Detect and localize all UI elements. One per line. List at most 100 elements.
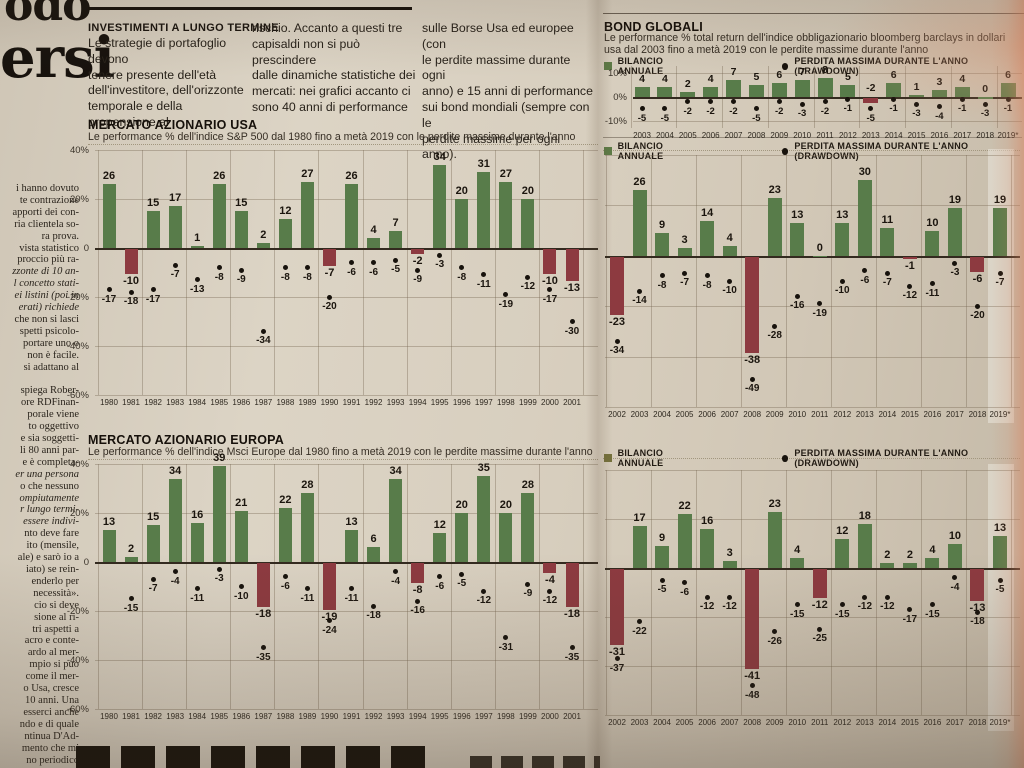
bar <box>190 522 204 562</box>
drawdown-dot <box>393 569 399 575</box>
bar <box>909 94 924 97</box>
bar <box>433 532 447 562</box>
bar-value-label: -38 <box>744 353 761 366</box>
drawdown-dot <box>194 586 200 592</box>
drawdown-dot <box>952 575 958 581</box>
left-column-text: i hanno dovuto te contrazione apporti dei … <box>0 183 79 768</box>
gridline-horizontal <box>605 715 1020 716</box>
y-axis-tick-label: 20% <box>69 508 89 519</box>
bar-value-label: 12 <box>279 204 292 217</box>
bar <box>278 508 292 562</box>
bar-value-label: 15 <box>146 511 160 524</box>
drawdown-value-label: -11 <box>925 287 940 299</box>
bar-value-label: 28 <box>521 479 535 492</box>
cropped-headline-fragment-top: odo <box>4 0 91 31</box>
y-axis-tick-label: 0% <box>613 92 627 103</box>
bar-value-label: 14 <box>700 206 714 219</box>
cropped-headline-band <box>76 746 428 768</box>
bar-value-label: 21 <box>235 496 248 509</box>
bar-value-label: 19 <box>948 193 962 206</box>
drawdown-dot <box>569 645 575 651</box>
drawdown-value-label: -15 <box>925 608 940 620</box>
drawdown-dot <box>862 594 868 600</box>
drawdown-value-label: -34 <box>256 335 271 347</box>
drawdown-dot <box>282 574 288 580</box>
left-column-line: zzonte di 10 an- <box>12 266 79 278</box>
bar <box>947 543 962 568</box>
drawdown-dot <box>437 574 443 580</box>
drawdown-value-label: -3 <box>214 573 224 585</box>
bar-value-label: 22 <box>678 500 691 513</box>
year-label: 2001 <box>563 398 581 407</box>
drawdown-value-label: -12 <box>476 595 492 607</box>
europa-chart-2002-2019: -31 17 9 22 16 3 -41 23 4 -12 12 18 2 2 4 10 -13 13 -37 -22… <box>605 464 1020 731</box>
bar <box>234 510 248 562</box>
bar-value-label: 13 <box>345 516 358 529</box>
drawdown-dot <box>662 106 668 112</box>
drawdown-value-label: -34 <box>609 345 625 357</box>
year-label: 2019* <box>997 131 1019 140</box>
drawdown-dot <box>884 270 890 276</box>
drawdown-value-label: -5 <box>457 578 467 590</box>
drawdown-value-label: -7 <box>882 277 892 289</box>
y-axis-tick-label: 40% <box>69 459 89 470</box>
bar <box>367 238 381 248</box>
bar <box>1000 82 1016 97</box>
drawdown-value-label: -4 <box>950 581 960 593</box>
drawdown-value-label: -6 <box>280 580 290 592</box>
gridline-horizontal <box>95 346 598 347</box>
drawdown-dot <box>349 586 355 592</box>
gridline-horizontal <box>605 470 1020 471</box>
drawdown-dot <box>150 287 156 293</box>
gridline-vertical <box>97 464 99 709</box>
bar-value-label: 12 <box>836 524 849 537</box>
left-column-line: necessità». <box>33 587 79 599</box>
drawdown-value-label: -7 <box>170 269 180 281</box>
bar-value-label: 4 <box>794 544 801 557</box>
drawdown-value-label: -25 <box>812 633 827 645</box>
bar <box>880 228 895 256</box>
gridline-vertical <box>318 464 320 709</box>
bar <box>146 211 160 248</box>
bar <box>634 87 650 97</box>
gridline-vertical <box>921 470 923 715</box>
left-column-line: si adattano al <box>23 361 79 373</box>
drawdown-value-label: -10 <box>835 285 850 296</box>
bar-value-label: -13 <box>564 281 580 294</box>
drawdown-value-label: -11 <box>476 278 491 290</box>
bar-value-label: 27 <box>499 167 512 180</box>
bar-value-label: 20 <box>455 185 468 197</box>
drawdown-dot <box>371 260 377 266</box>
gridline-vertical <box>583 150 585 395</box>
bar-value-label: -41 <box>744 670 761 683</box>
drawdown-dot <box>884 594 890 600</box>
drawdown-dot <box>503 635 509 641</box>
drawdown-dot <box>216 566 222 572</box>
bar <box>722 245 737 256</box>
drawdown-dot <box>704 594 710 600</box>
drawdown-dot <box>749 376 755 382</box>
bar-value-label: 17 <box>633 512 646 525</box>
bar <box>322 249 336 267</box>
drawdown-dot <box>868 106 874 112</box>
drawdown-value-label: -12 <box>880 601 895 613</box>
drawdown-dot <box>731 99 736 105</box>
bar-value-label: 9 <box>658 531 666 544</box>
drawdown-dot <box>260 645 266 651</box>
drawdown-dot <box>891 96 897 102</box>
drawdown-value-label: -10 <box>234 590 249 602</box>
drawdown-value-label: -18 <box>970 616 985 628</box>
gridline-vertical <box>831 155 833 407</box>
intro-column-2: rischio. Accanto a questi tre capisaldi … <box>252 21 416 114</box>
bar-value-label: 26 <box>345 170 358 183</box>
drawdown-dot <box>772 323 778 329</box>
bar-value-label: 9 <box>658 219 666 232</box>
drawdown-dot <box>1005 96 1011 102</box>
bar-value-label: -2 <box>866 82 876 94</box>
drawdown-dot <box>547 588 553 594</box>
left-column-line: mento che mi <box>21 742 79 754</box>
drawdown-value-label: -4 <box>170 575 180 587</box>
bar <box>771 82 787 97</box>
bar-value-label: 30 <box>858 166 871 179</box>
